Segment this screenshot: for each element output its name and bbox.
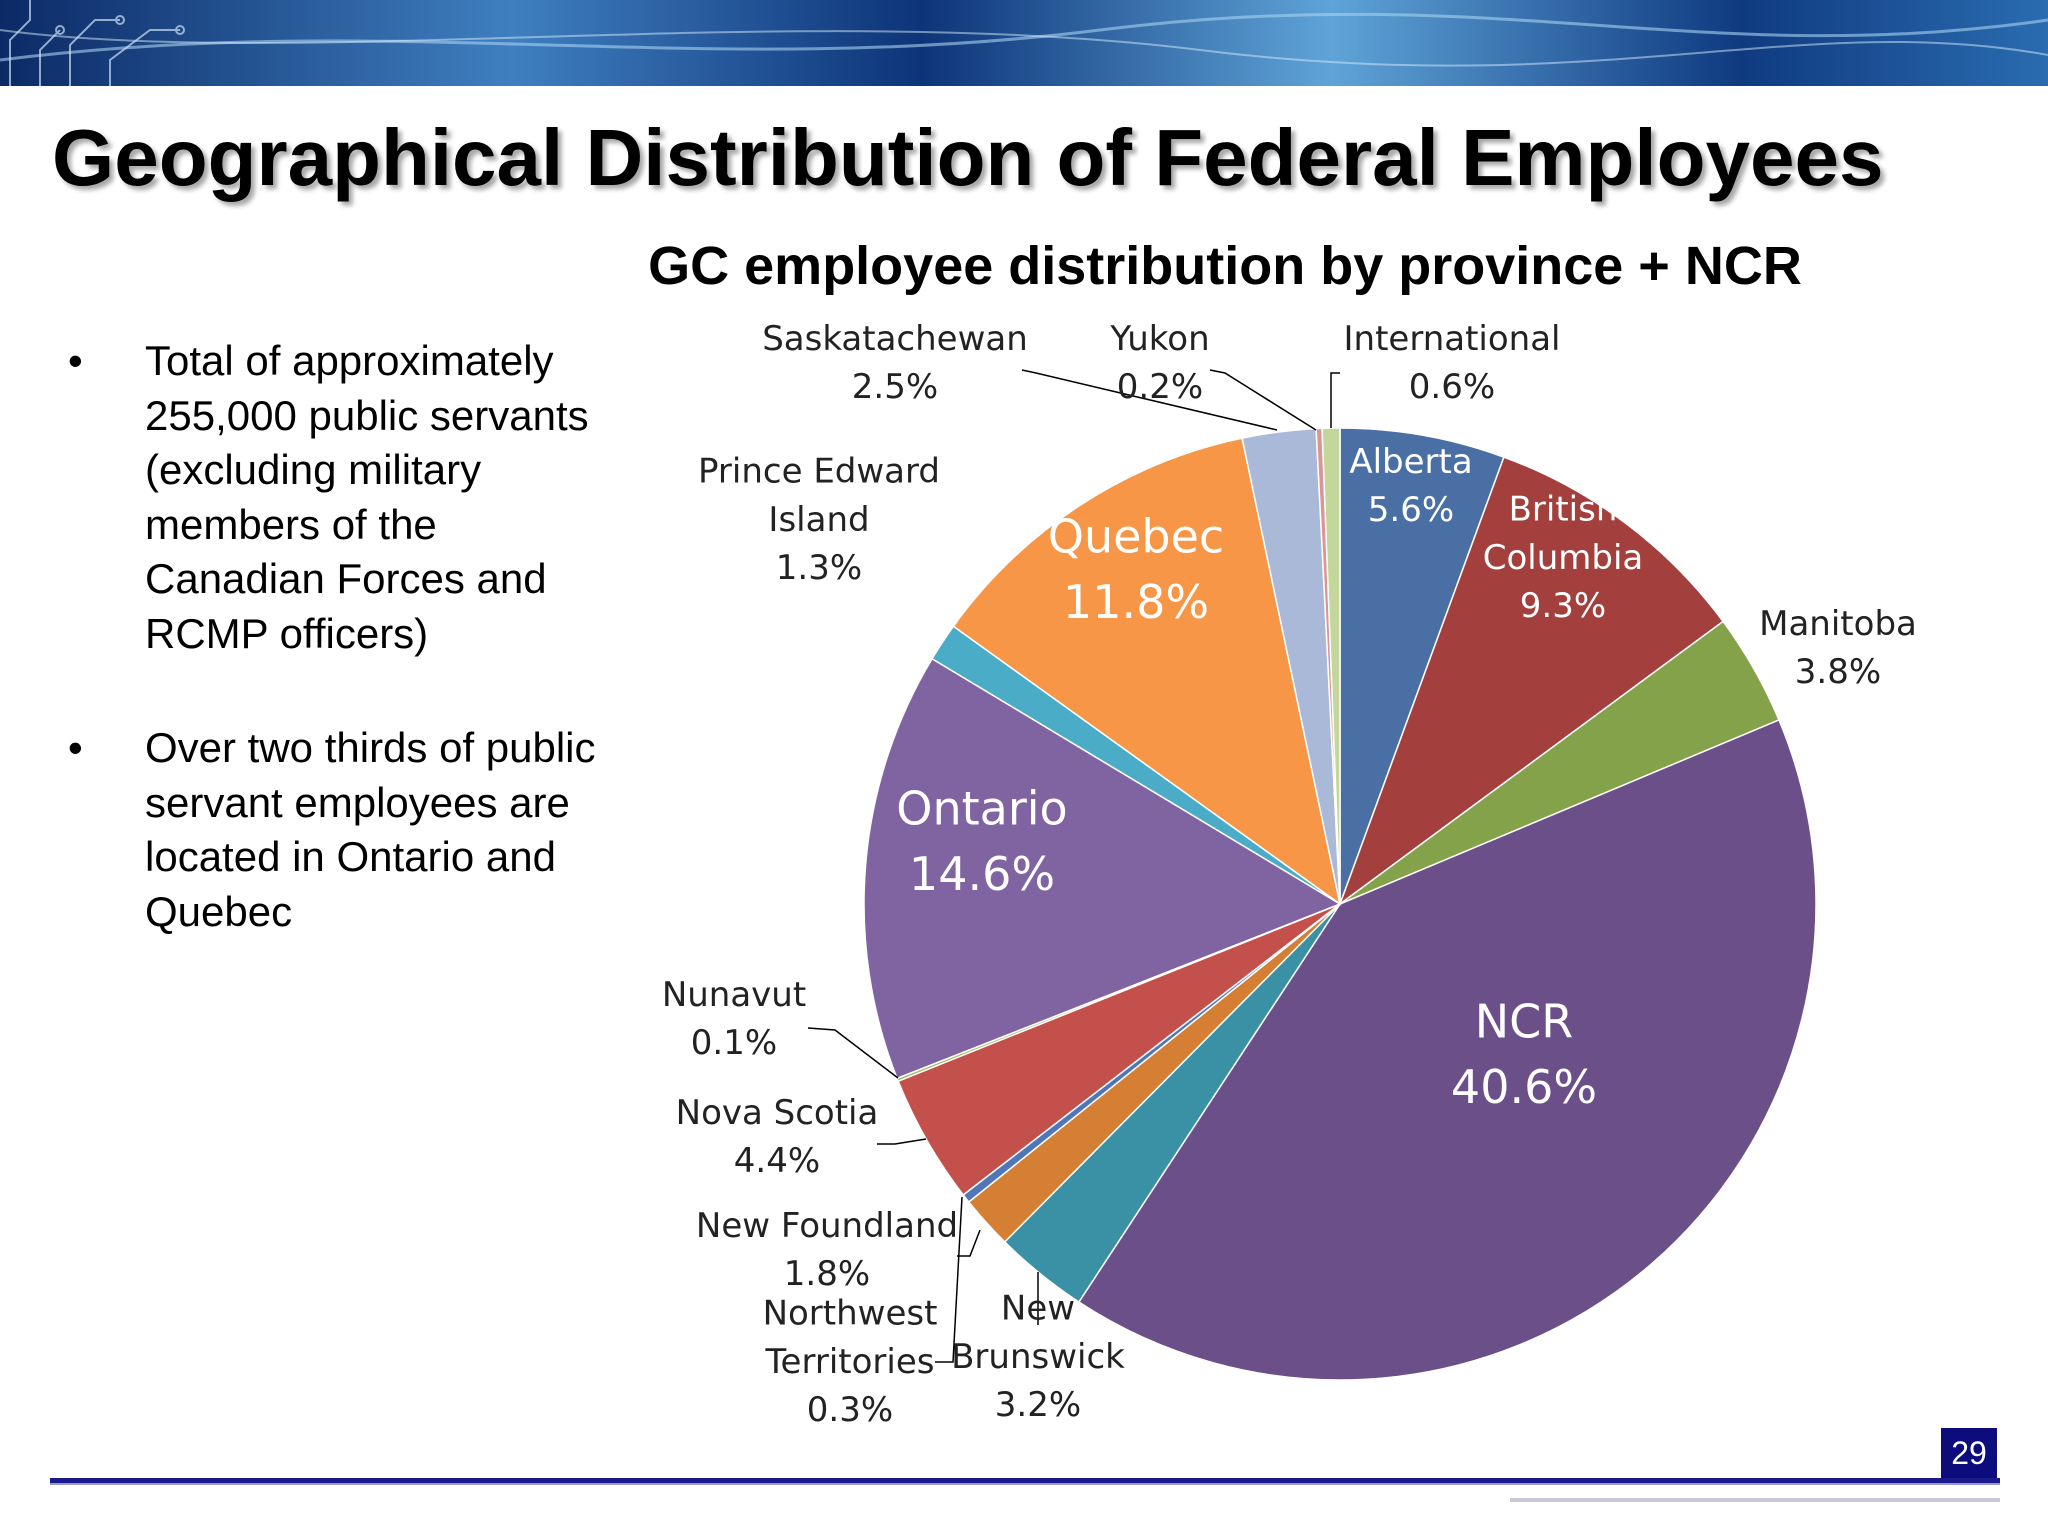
slice-label-british-columbia: British Columbia 9.3%	[1483, 490, 1644, 627]
slide-title: Geographical Distribution of Federal Emp…	[52, 113, 1884, 202]
header-banner	[0, 0, 2048, 86]
leader-line	[807, 1027, 899, 1079]
chart-title: GC employee distribution by province + N…	[648, 236, 1802, 296]
bullet-item: • Over two thirds of public servant empl…	[60, 721, 620, 939]
leader-line	[1209, 369, 1317, 431]
slice-label-nunavut: Nunavut 0.1%	[662, 975, 806, 1063]
page-number: 29	[1941, 1428, 1997, 1478]
slice-label-northwest-territories: Northwest Territories 0.3%	[763, 1294, 938, 1431]
slice-label-prince-edward-island: Prince Edward Island 1.3%	[698, 452, 940, 589]
pie-slice-ncr	[1077, 718, 1817, 1381]
bullet-item: • Total of approximately 255,000 public …	[60, 334, 620, 661]
bullet-text: Over two thirds of public servant employ…	[145, 724, 596, 935]
bullet-text: Total of approximately 255,000 public se…	[145, 337, 589, 657]
leader-line	[1330, 372, 1340, 428]
pie-slice-international	[1321, 427, 1341, 905]
bullet-marker: •	[68, 724, 83, 771]
slice-label-international: International 0.6%	[1344, 319, 1561, 407]
slice-label-ontario: Ontario 14.6%	[896, 781, 1067, 900]
slice-label-yukon: Yukon 0.2%	[1109, 319, 1209, 407]
slice-label-new-foundland: New Foundland 1.8%	[696, 1206, 958, 1294]
pie-slice-quebec	[952, 437, 1342, 906]
slice-label-manitoba: Manitoba 3.8%	[1759, 604, 1917, 692]
circuit-pattern	[9, 0, 185, 86]
slice-label-saskatachewan: Saskatachewan 2.5%	[762, 319, 1028, 407]
leader-line	[935, 1196, 963, 1363]
pie-slice-british-columbia	[1338, 456, 1725, 907]
pie-slice-ontario	[863, 657, 1342, 1080]
leader-line	[1021, 369, 1278, 431]
slice-label-nova-scotia: Nova Scotia 4.4%	[676, 1093, 879, 1181]
slice-label-alberta: Alberta 5.6%	[1349, 442, 1472, 530]
leader-line	[877, 1138, 927, 1145]
slice-label-new-brunswick: New Brunswick 3.2%	[951, 1289, 1125, 1426]
pie-slice-alberta	[1339, 427, 1505, 905]
bullet-list: • Total of approximately 255,000 public …	[60, 334, 620, 999]
bullet-marker: •	[68, 337, 83, 384]
slice-label-quebec: Quebec 11.8%	[1048, 509, 1224, 628]
footer-rule	[50, 1478, 2000, 1502]
leader-line	[957, 1229, 981, 1257]
slice-label-ncr: NCR 40.6%	[1451, 994, 1597, 1113]
